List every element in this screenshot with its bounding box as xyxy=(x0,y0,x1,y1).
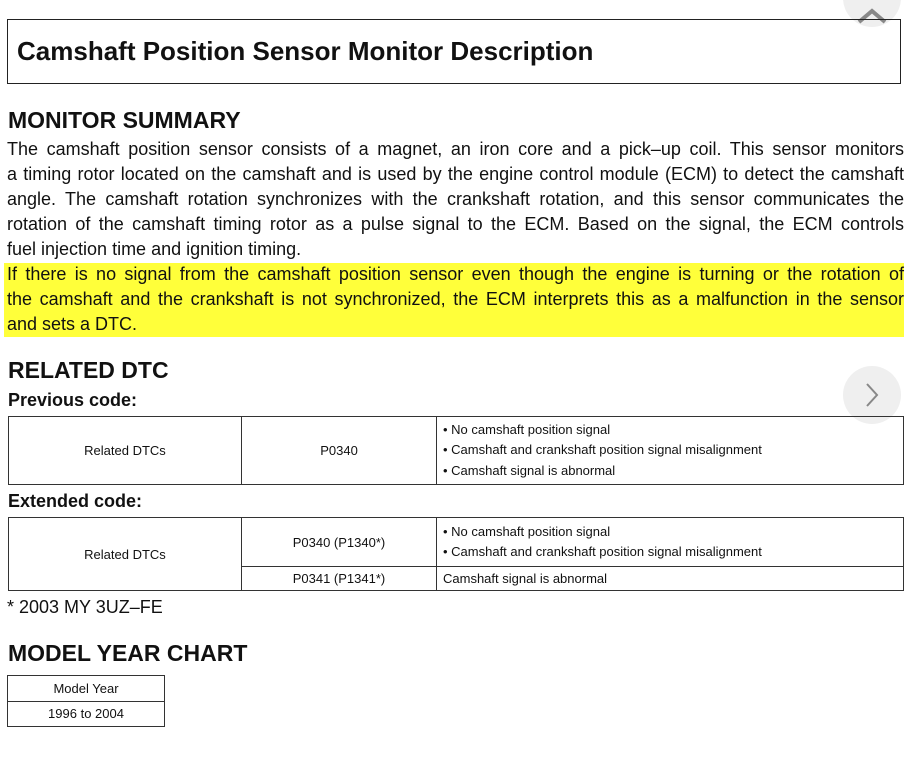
related-dtcs-cell: Related DTCs xyxy=(8,416,242,485)
model-year-heading: MODEL YEAR CHART xyxy=(8,640,248,666)
monitor-summary-heading: MONITOR SUMMARY xyxy=(8,107,241,133)
dtc-description: • No camshaft position signal • Camshaft … xyxy=(436,517,904,567)
chevron-right-icon xyxy=(866,383,879,407)
title-box: Camshaft Position Sensor Monitor Descrip… xyxy=(7,19,901,84)
dtc-description: Camshaft signal is abnormal xyxy=(436,566,904,591)
page-title: Camshaft Position Sensor Monitor Descrip… xyxy=(17,36,594,66)
dtc-description: • No camshaft position signal • Camshaft … xyxy=(436,416,904,485)
summary-line: a timing rotor located on the camshaft a… xyxy=(7,164,904,184)
extended-code-table: Related DTCs P0340 (P1340*) • No camshaf… xyxy=(8,517,904,591)
dtc-code: P0341 (P1341*) xyxy=(241,566,437,591)
model-year-table: Model Year 1996 to 2004 xyxy=(7,675,165,727)
previous-code-label: Previous code: xyxy=(8,390,138,410)
model-year-header: Model Year xyxy=(7,675,165,702)
previous-code-table: Related DTCs P0340 • No camshaft positio… xyxy=(8,416,904,485)
footnote: * 2003 MY 3UZ–FE xyxy=(7,597,163,617)
dtc-code: P0340 xyxy=(241,416,437,485)
next-page-button[interactable] xyxy=(843,366,901,424)
summary-line: fuel injection time and ignition timing. xyxy=(7,239,302,259)
extended-code-label: Extended code: xyxy=(8,491,143,511)
highlight xyxy=(4,263,904,337)
highlighted-line: If there is no signal from the camshaft … xyxy=(7,264,904,284)
summary-line: The camshaft position sensor consists of… xyxy=(7,139,904,159)
dtc-code: P0340 (P1340*) xyxy=(241,517,437,567)
chevron-up-icon xyxy=(857,8,887,24)
model-year-value: 1996 to 2004 xyxy=(7,700,165,727)
related-dtcs-cell: Related DTCs xyxy=(8,517,242,591)
related-dtc-heading: RELATED DTC xyxy=(8,357,169,383)
summary-line: angle. The camshaft rotation synchronize… xyxy=(7,189,904,209)
highlighted-line: and sets a DTC. xyxy=(7,314,138,334)
highlighted-line: the camshaft and the crankshaft is not s… xyxy=(7,289,904,309)
summary-line: rotation of the camshaft timing rotor as… xyxy=(7,214,904,234)
